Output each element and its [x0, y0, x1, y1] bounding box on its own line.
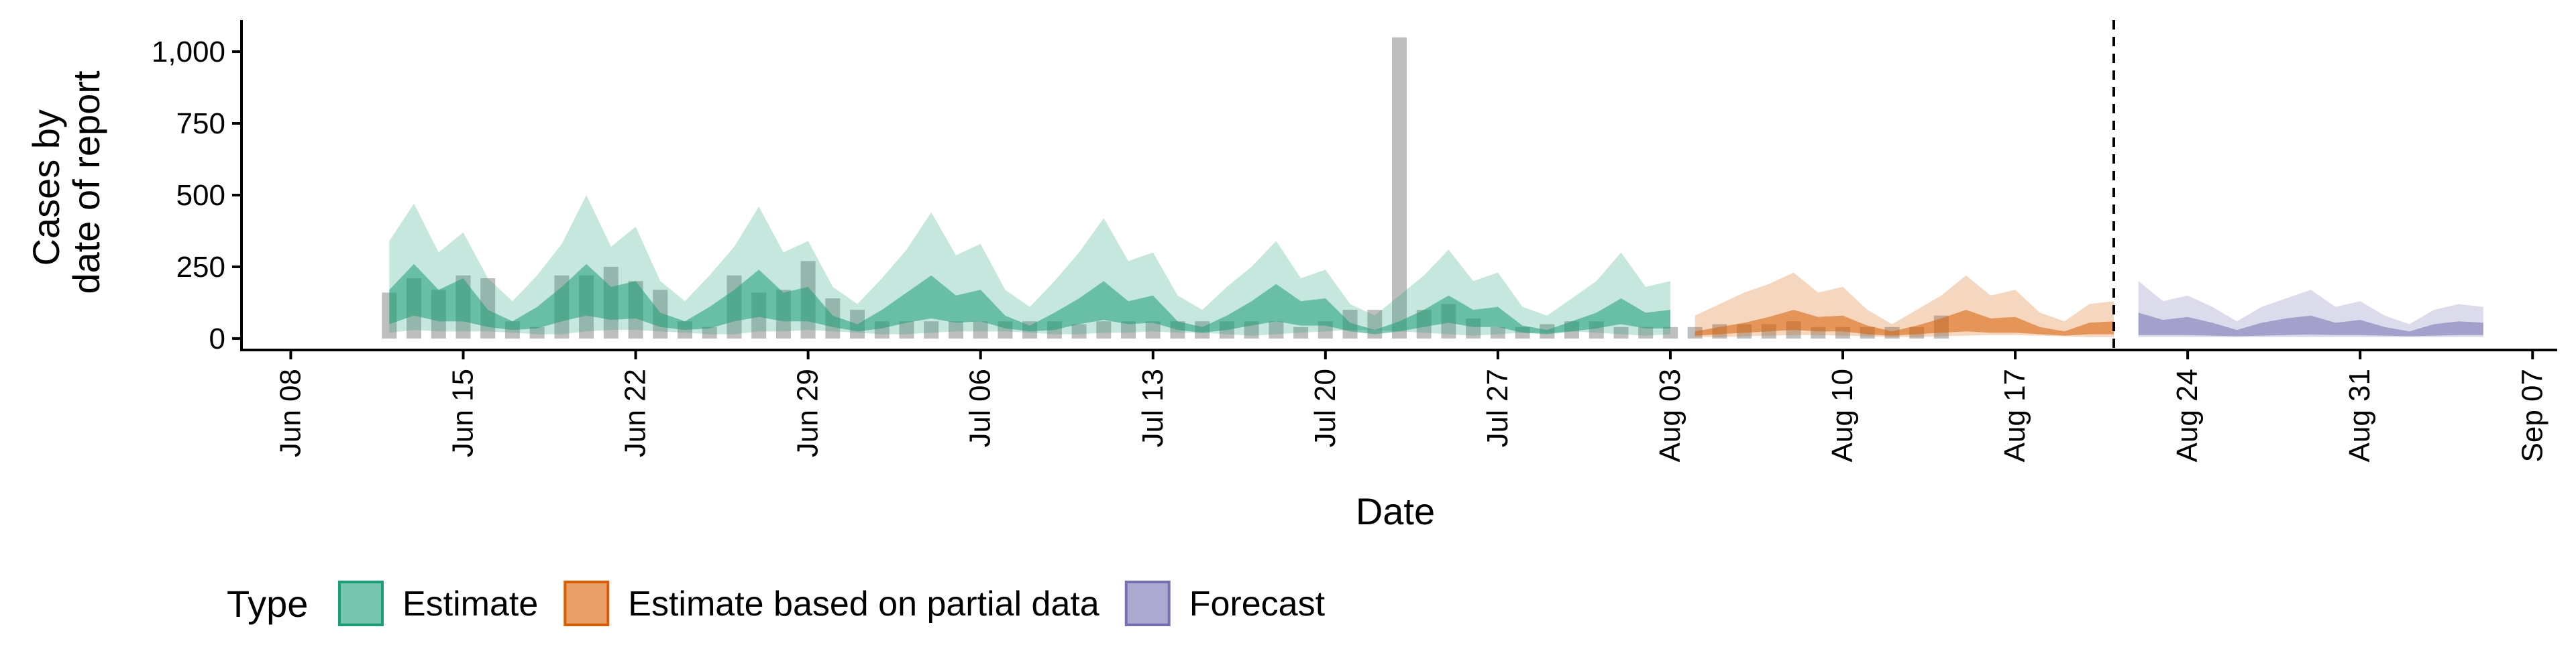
- x-tick-label: Aug 31: [2343, 369, 2376, 462]
- y-axis-title-line-2: date of report: [65, 70, 107, 294]
- legend-label-estimate: Estimate: [402, 585, 538, 624]
- x-tick-label: Sep 07: [2516, 369, 2548, 462]
- x-axis-title: Date: [1356, 490, 1435, 532]
- x-tick-label: Jul 20: [1309, 369, 1342, 447]
- legend-key-forecast: [1124, 581, 1171, 626]
- x-tick-label: Jun 08: [274, 369, 307, 457]
- reported-cases-bar: [1121, 321, 1136, 339]
- forecast-outer-band: [2138, 281, 2483, 337]
- reported-cases-bar: [1293, 327, 1309, 339]
- reported-cases-bar: [1392, 37, 1407, 339]
- reported-cases-bar: [1638, 327, 1654, 339]
- y-axis-title: Cases by date of report: [25, 70, 107, 294]
- x-tick-label: Aug 24: [2171, 369, 2204, 462]
- x-tick-label: Jun 22: [619, 369, 652, 457]
- estimate-based-on-partial-data-inner-band: [1695, 310, 2114, 336]
- estimate-outer-band: [389, 195, 1670, 336]
- reported-cases-bar: [529, 327, 545, 339]
- x-tick-label: Jun 15: [447, 369, 480, 457]
- reported-cases-bar: [899, 321, 914, 339]
- legend-title: Type: [227, 583, 308, 625]
- y-tick-label: 250: [176, 251, 225, 284]
- reported-cases-bar: [1490, 327, 1505, 339]
- x-tick-label: Jul 06: [964, 369, 997, 447]
- plot-area: [382, 20, 2483, 350]
- reported-cases-bar: [1613, 327, 1629, 339]
- x-tick-label: Jul 27: [1481, 369, 1514, 447]
- x-tick-label: Jul 13: [1136, 369, 1169, 447]
- estimate-inner-band: [389, 263, 1670, 335]
- reported-cases-bar: [949, 321, 963, 339]
- reported-cases-bar: [1145, 321, 1161, 339]
- y-axis-title-line-1: Cases by: [25, 109, 67, 266]
- x-tick-label: Aug 17: [1998, 369, 2031, 462]
- y-tick-label: 0: [209, 322, 225, 355]
- axes: 0 250 500 750 1,000 Jun 08 Jun 15 Jun 22 Jun 29 J…: [152, 20, 2557, 462]
- reported-cases-bar: [1662, 327, 1678, 339]
- legend-key-estimate: [338, 581, 384, 626]
- reported-cases-bar: [973, 321, 988, 339]
- x-tick-label: Aug 03: [1654, 369, 1686, 462]
- reported-cases-bar: [1096, 321, 1112, 339]
- reported-cases-bar: [702, 327, 717, 339]
- legend: Type Estimate Estimate based on partial da…: [227, 581, 1326, 626]
- x-tick-label: Aug 10: [1826, 369, 1859, 462]
- legend-key-estimate-based-on-partial-data: [564, 581, 610, 626]
- forecast-inner-band: [2138, 312, 2483, 337]
- y-tick-label: 750: [176, 107, 225, 140]
- legend-label-forecast: Forecast: [1189, 585, 1326, 624]
- reported-cases-bar: [1269, 321, 1284, 339]
- reported-cases-bar: [924, 321, 939, 339]
- reported-cases-bar: [1071, 324, 1087, 339]
- y-tick-label: 1,000: [152, 36, 225, 68]
- y-tick-label: 500: [176, 179, 225, 212]
- x-tick-label: Jun 29: [792, 369, 824, 457]
- legend-label-estimate-based-on-partial-data: Estimate based on partial data: [628, 585, 1099, 624]
